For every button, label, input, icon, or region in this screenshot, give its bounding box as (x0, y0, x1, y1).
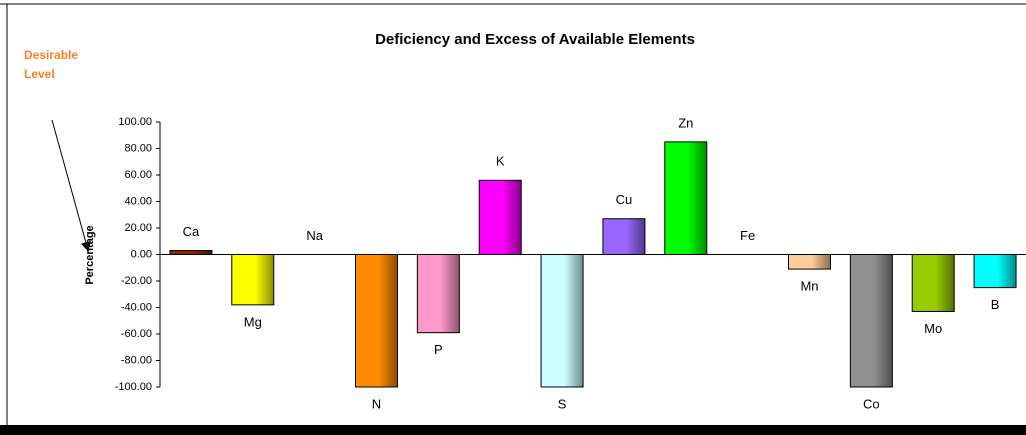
chart-title: Deficiency and Excess of Available Eleme… (375, 31, 695, 48)
bar (788, 254, 831, 270)
category-label: Co (863, 396, 880, 411)
category-label: Mn (800, 279, 818, 294)
category-label: P (434, 342, 443, 357)
bar (540, 254, 584, 388)
category-label: B (991, 297, 1000, 312)
bar (849, 254, 893, 388)
bar (911, 254, 955, 312)
y-tick-label: -40.00 (121, 301, 152, 313)
category-label: N (372, 396, 381, 411)
category-label: Na (306, 228, 323, 243)
bar (478, 179, 522, 255)
category-label: K (496, 154, 505, 169)
category-label: Ca (183, 224, 200, 239)
y-tick-label: 20.00 (124, 222, 152, 234)
y-tick-label: -80.00 (121, 354, 152, 366)
y-tick-label: 100.00 (118, 116, 152, 128)
category-label: Fe (740, 228, 755, 243)
y-tick-label: -100.00 (115, 381, 152, 393)
category-label: Cu (616, 192, 633, 207)
y-tick-label: 60.00 (124, 169, 152, 181)
annotation: Desirable (24, 48, 78, 62)
category-label: Mo (924, 321, 942, 336)
category-label: Mg (244, 314, 262, 329)
y-tick-label: -20.00 (121, 275, 152, 287)
annotation-arrow (51, 119, 91, 252)
category-label: S (558, 396, 567, 411)
bar (231, 254, 275, 306)
y-axis-label: Percentage (84, 225, 96, 284)
annotation: Level (24, 67, 55, 81)
y-tick-label: 80.00 (124, 142, 152, 154)
y-tick-label: 40.00 (124, 195, 152, 207)
bar (973, 254, 1017, 289)
bar (664, 141, 708, 255)
bar (169, 250, 213, 255)
y-tick-label: 0.00 (131, 248, 152, 260)
bar (355, 254, 398, 388)
y-tick-label: -60.00 (121, 328, 152, 340)
bottom-border (0, 425, 1026, 435)
category-label: Zn (678, 115, 693, 130)
bar (416, 254, 460, 334)
bar (602, 218, 646, 256)
